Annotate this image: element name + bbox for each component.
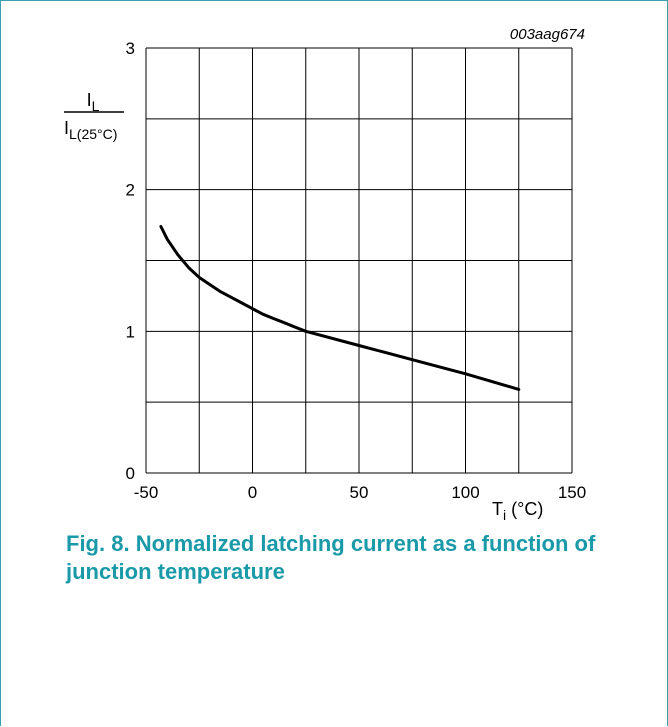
x-tick-label: 100 xyxy=(451,483,479,502)
series-line xyxy=(159,225,521,391)
figure-caption: Fig. 8. Normalized latching current as a… xyxy=(66,530,646,586)
y-tick-label: 2 xyxy=(126,181,135,200)
x-tick-label: -50 xyxy=(134,483,159,502)
y-axis-label-denominator: IL(25°C) xyxy=(64,118,117,142)
y-tick-label: 3 xyxy=(126,39,135,58)
y-axis-label-numerator: IL xyxy=(87,90,100,114)
x-axis-label: Tj (°C) xyxy=(492,499,543,520)
y-tick-label: 1 xyxy=(126,322,135,341)
x-tick-label: 0 xyxy=(248,483,257,502)
x-tick-label: 150 xyxy=(558,483,586,502)
grid xyxy=(145,47,573,474)
y-axis-label: IL IL(25°C) xyxy=(64,90,124,142)
series-layer xyxy=(159,225,521,391)
figure-caption-text: Normalized latching current as a functio… xyxy=(66,531,596,584)
y-tick-label: 0 xyxy=(126,464,135,483)
x-tick-label: 50 xyxy=(350,483,369,502)
figure-id: 003aag674 xyxy=(510,26,585,43)
figure-caption-label: Fig. 8. xyxy=(66,531,130,556)
